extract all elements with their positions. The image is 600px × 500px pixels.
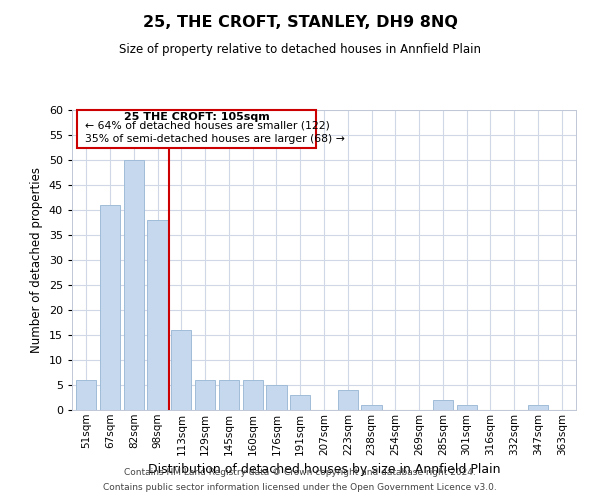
Bar (338, 390, 358, 410)
Bar (528, 405, 548, 410)
Y-axis label: Number of detached properties: Number of detached properties (30, 167, 43, 353)
Bar (148, 220, 167, 410)
Bar (290, 395, 310, 410)
Text: Size of property relative to detached houses in Annfield Plain: Size of property relative to detached ho… (119, 42, 481, 56)
Text: ← 64% of detached houses are smaller (122): ← 64% of detached houses are smaller (12… (85, 120, 329, 130)
FancyBboxPatch shape (77, 110, 316, 148)
Text: 35% of semi-detached houses are larger (68) →: 35% of semi-detached houses are larger (… (85, 134, 344, 144)
X-axis label: Distribution of detached houses by size in Annfield Plain: Distribution of detached houses by size … (148, 463, 500, 476)
Bar (124, 160, 144, 410)
Text: 25 THE CROFT: 105sqm: 25 THE CROFT: 105sqm (124, 112, 269, 122)
Bar (76, 380, 97, 410)
Bar (361, 405, 382, 410)
Bar (219, 380, 239, 410)
Bar (100, 205, 120, 410)
Bar (433, 400, 453, 410)
Bar (195, 380, 215, 410)
Bar (171, 330, 191, 410)
Text: Contains public sector information licensed under the Open Government Licence v3: Contains public sector information licen… (103, 483, 497, 492)
Bar (266, 385, 287, 410)
Bar (242, 380, 263, 410)
Text: 25, THE CROFT, STANLEY, DH9 8NQ: 25, THE CROFT, STANLEY, DH9 8NQ (143, 15, 457, 30)
Text: Contains HM Land Registry data © Crown copyright and database right 2024.: Contains HM Land Registry data © Crown c… (124, 468, 476, 477)
Bar (457, 405, 477, 410)
